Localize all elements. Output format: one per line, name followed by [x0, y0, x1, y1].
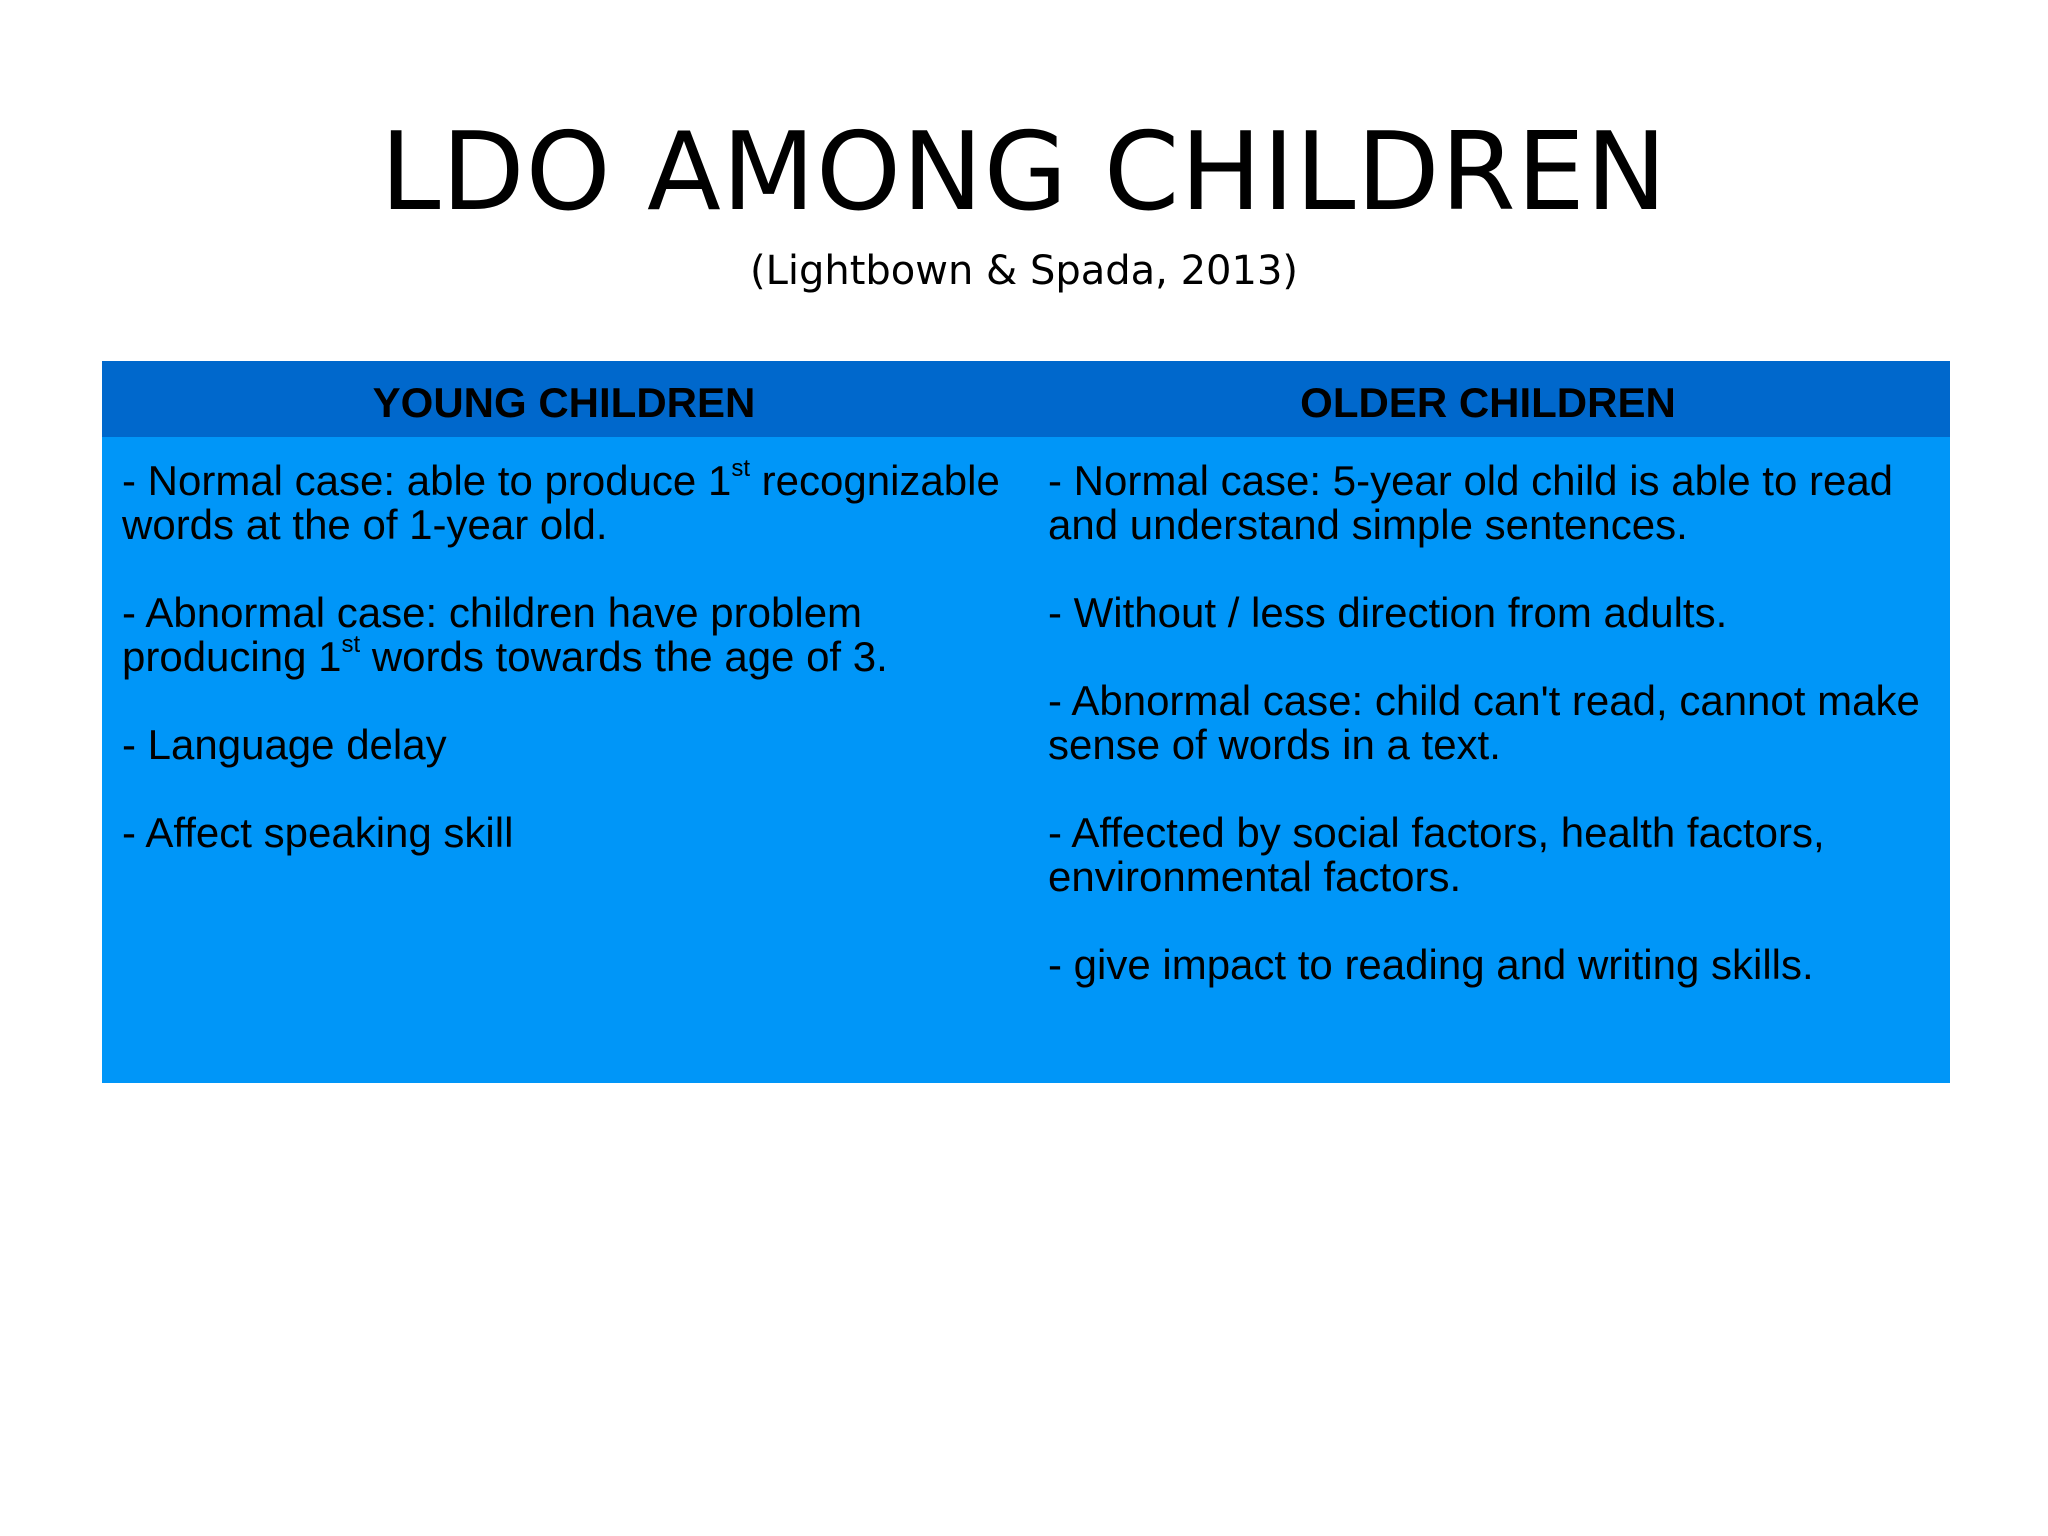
- young-point: - Normal case: able to produce 1st recog…: [122, 457, 1004, 548]
- header-older-children: OLDER CHILDREN: [1300, 379, 1676, 426]
- header-young-children: YOUNG CHILDREN: [372, 379, 756, 426]
- older-point: - Abnormal case: child can't read, canno…: [1048, 677, 1920, 768]
- young-point-text-cont: words towards the age of 3.: [360, 633, 888, 680]
- older-point: - Without / less direction from adults.: [1048, 589, 1728, 636]
- young-point-text-cont: recognizable words at the of 1-year old.: [122, 457, 1000, 548]
- young-point: - Abnormal case: children have problem p…: [122, 591, 1004, 679]
- young-point: - Language delay: [122, 723, 1004, 767]
- young-point-text: - Affect speaking skill: [122, 809, 514, 856]
- older-point: - give impact to reading and writing ski…: [1048, 941, 1814, 988]
- older-children-cell: - Normal case: 5-year old child is able …: [1026, 437, 1950, 1031]
- ordinal-suffix: st: [731, 455, 750, 482]
- older-point: - Affected by social factors, health fac…: [1048, 809, 1825, 900]
- young-point-text: - Normal case: able to produce 1: [122, 457, 732, 504]
- young-point-text: - Language delay: [122, 721, 447, 768]
- older-point: - Normal case: 5-year old child is able …: [1048, 457, 1894, 548]
- young-children-cell: - Normal case: able to produce 1st recog…: [102, 437, 1026, 1031]
- young-point-text: - Abnormal case: children have problem p…: [122, 589, 863, 680]
- slide-title: LDO AMONG CHILDREN: [380, 110, 1668, 235]
- slide-subtitle: (Lightbown & Spada, 2013): [749, 248, 1298, 294]
- young-point: - Affect speaking skill: [122, 811, 1004, 855]
- comparison-table: YOUNG CHILDREN OLDER CHILDREN - Normal c…: [102, 361, 1950, 1083]
- table-body-row: - Normal case: able to produce 1st recog…: [102, 437, 1950, 1031]
- ordinal-suffix: st: [341, 631, 361, 658]
- table-header-row: YOUNG CHILDREN OLDER CHILDREN: [102, 361, 1950, 437]
